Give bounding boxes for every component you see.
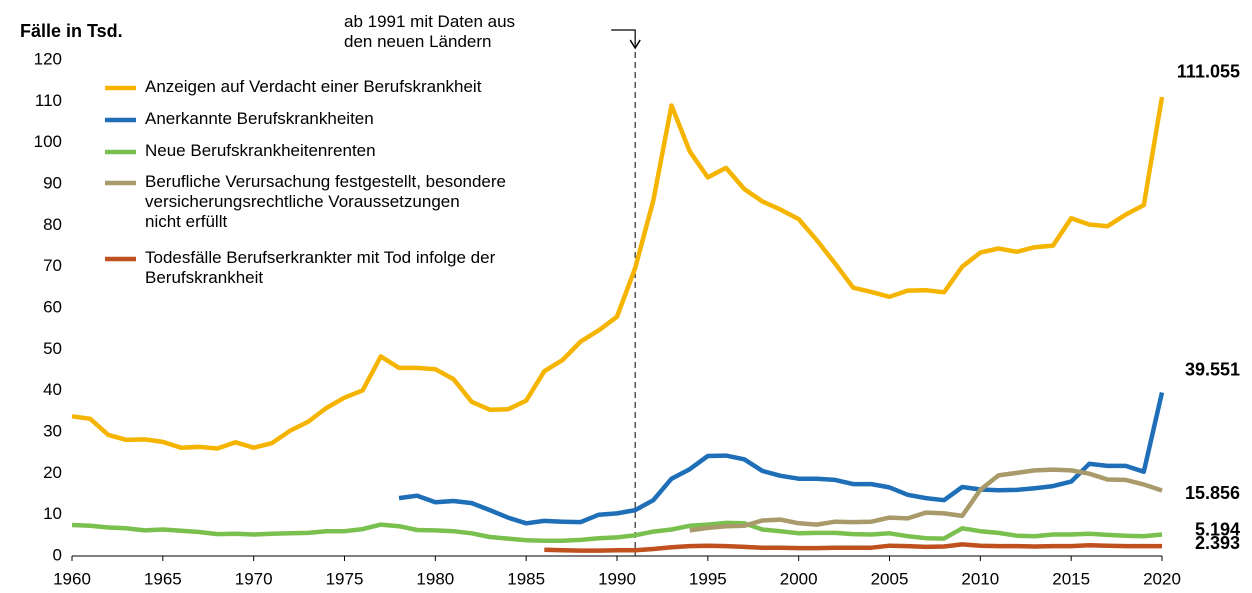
end-value-label: 39.551 [1185, 359, 1240, 379]
end-value-label: 2.393 [1195, 533, 1240, 553]
y-tick-label: 20 [43, 463, 62, 482]
y-tick-label: 40 [43, 380, 62, 399]
y-axis-label: Fälle in Tsd. [20, 21, 123, 41]
x-tick-label: 1990 [598, 569, 636, 588]
x-tick-label: 1980 [416, 569, 454, 588]
legend-label: Anerkannte Berufskrankheiten [145, 109, 374, 128]
x-tick-label: 2020 [1143, 569, 1181, 588]
line-series [689, 467, 1163, 533]
x-tick-label: 2005 [871, 569, 909, 588]
legend-label: Neue Berufskrankheitenrenten [145, 141, 376, 160]
y-tick-label: 10 [43, 504, 62, 523]
annotation-text: ab 1991 mit Daten aus den neuen Ländern [344, 12, 516, 51]
y-tick-label: 50 [43, 339, 62, 358]
end-value-label: 111.055 [1177, 62, 1240, 82]
legend-label: Anzeigen auf Verdacht einer Berufskrankh… [145, 77, 482, 96]
line-series [544, 542, 1162, 553]
y-tick-label: 100 [34, 132, 62, 151]
x-tick-label: 1965 [144, 569, 182, 588]
line-series [71, 96, 1165, 451]
x-tick-label: 1960 [53, 569, 91, 588]
y-tick-label: 90 [43, 173, 62, 192]
y-tick-label: 110 [35, 91, 62, 110]
x-tick-label: 1975 [326, 569, 364, 588]
x-tick-label: 2010 [961, 569, 999, 588]
line-series [71, 520, 1163, 543]
annotation-arrowhead [629, 39, 641, 50]
legend-label: Berufliche Verursachung festgestellt, be… [145, 172, 507, 231]
end-value-label: 5.194 [1195, 519, 1240, 539]
y-tick-label: 60 [43, 297, 62, 316]
y-tick-label: 30 [43, 421, 62, 440]
x-tick-label: 2000 [780, 569, 818, 588]
legend-label: Todesfälle Berufserkrankter mit Tod info… [145, 248, 496, 287]
x-tick-label: 1985 [507, 569, 545, 588]
y-tick-label: 80 [43, 215, 62, 234]
y-tick-label: 70 [43, 256, 62, 275]
x-tick-label: 1970 [235, 569, 273, 588]
annotation-arrow [611, 29, 636, 44]
y-tick-label: 0 [53, 545, 62, 564]
x-tick-label: 1995 [689, 569, 727, 588]
line-series [398, 391, 1165, 526]
y-tick-label: 120 [34, 49, 62, 68]
x-tick-label: 2015 [1052, 569, 1090, 588]
end-value-label: 15.856 [1185, 483, 1240, 503]
